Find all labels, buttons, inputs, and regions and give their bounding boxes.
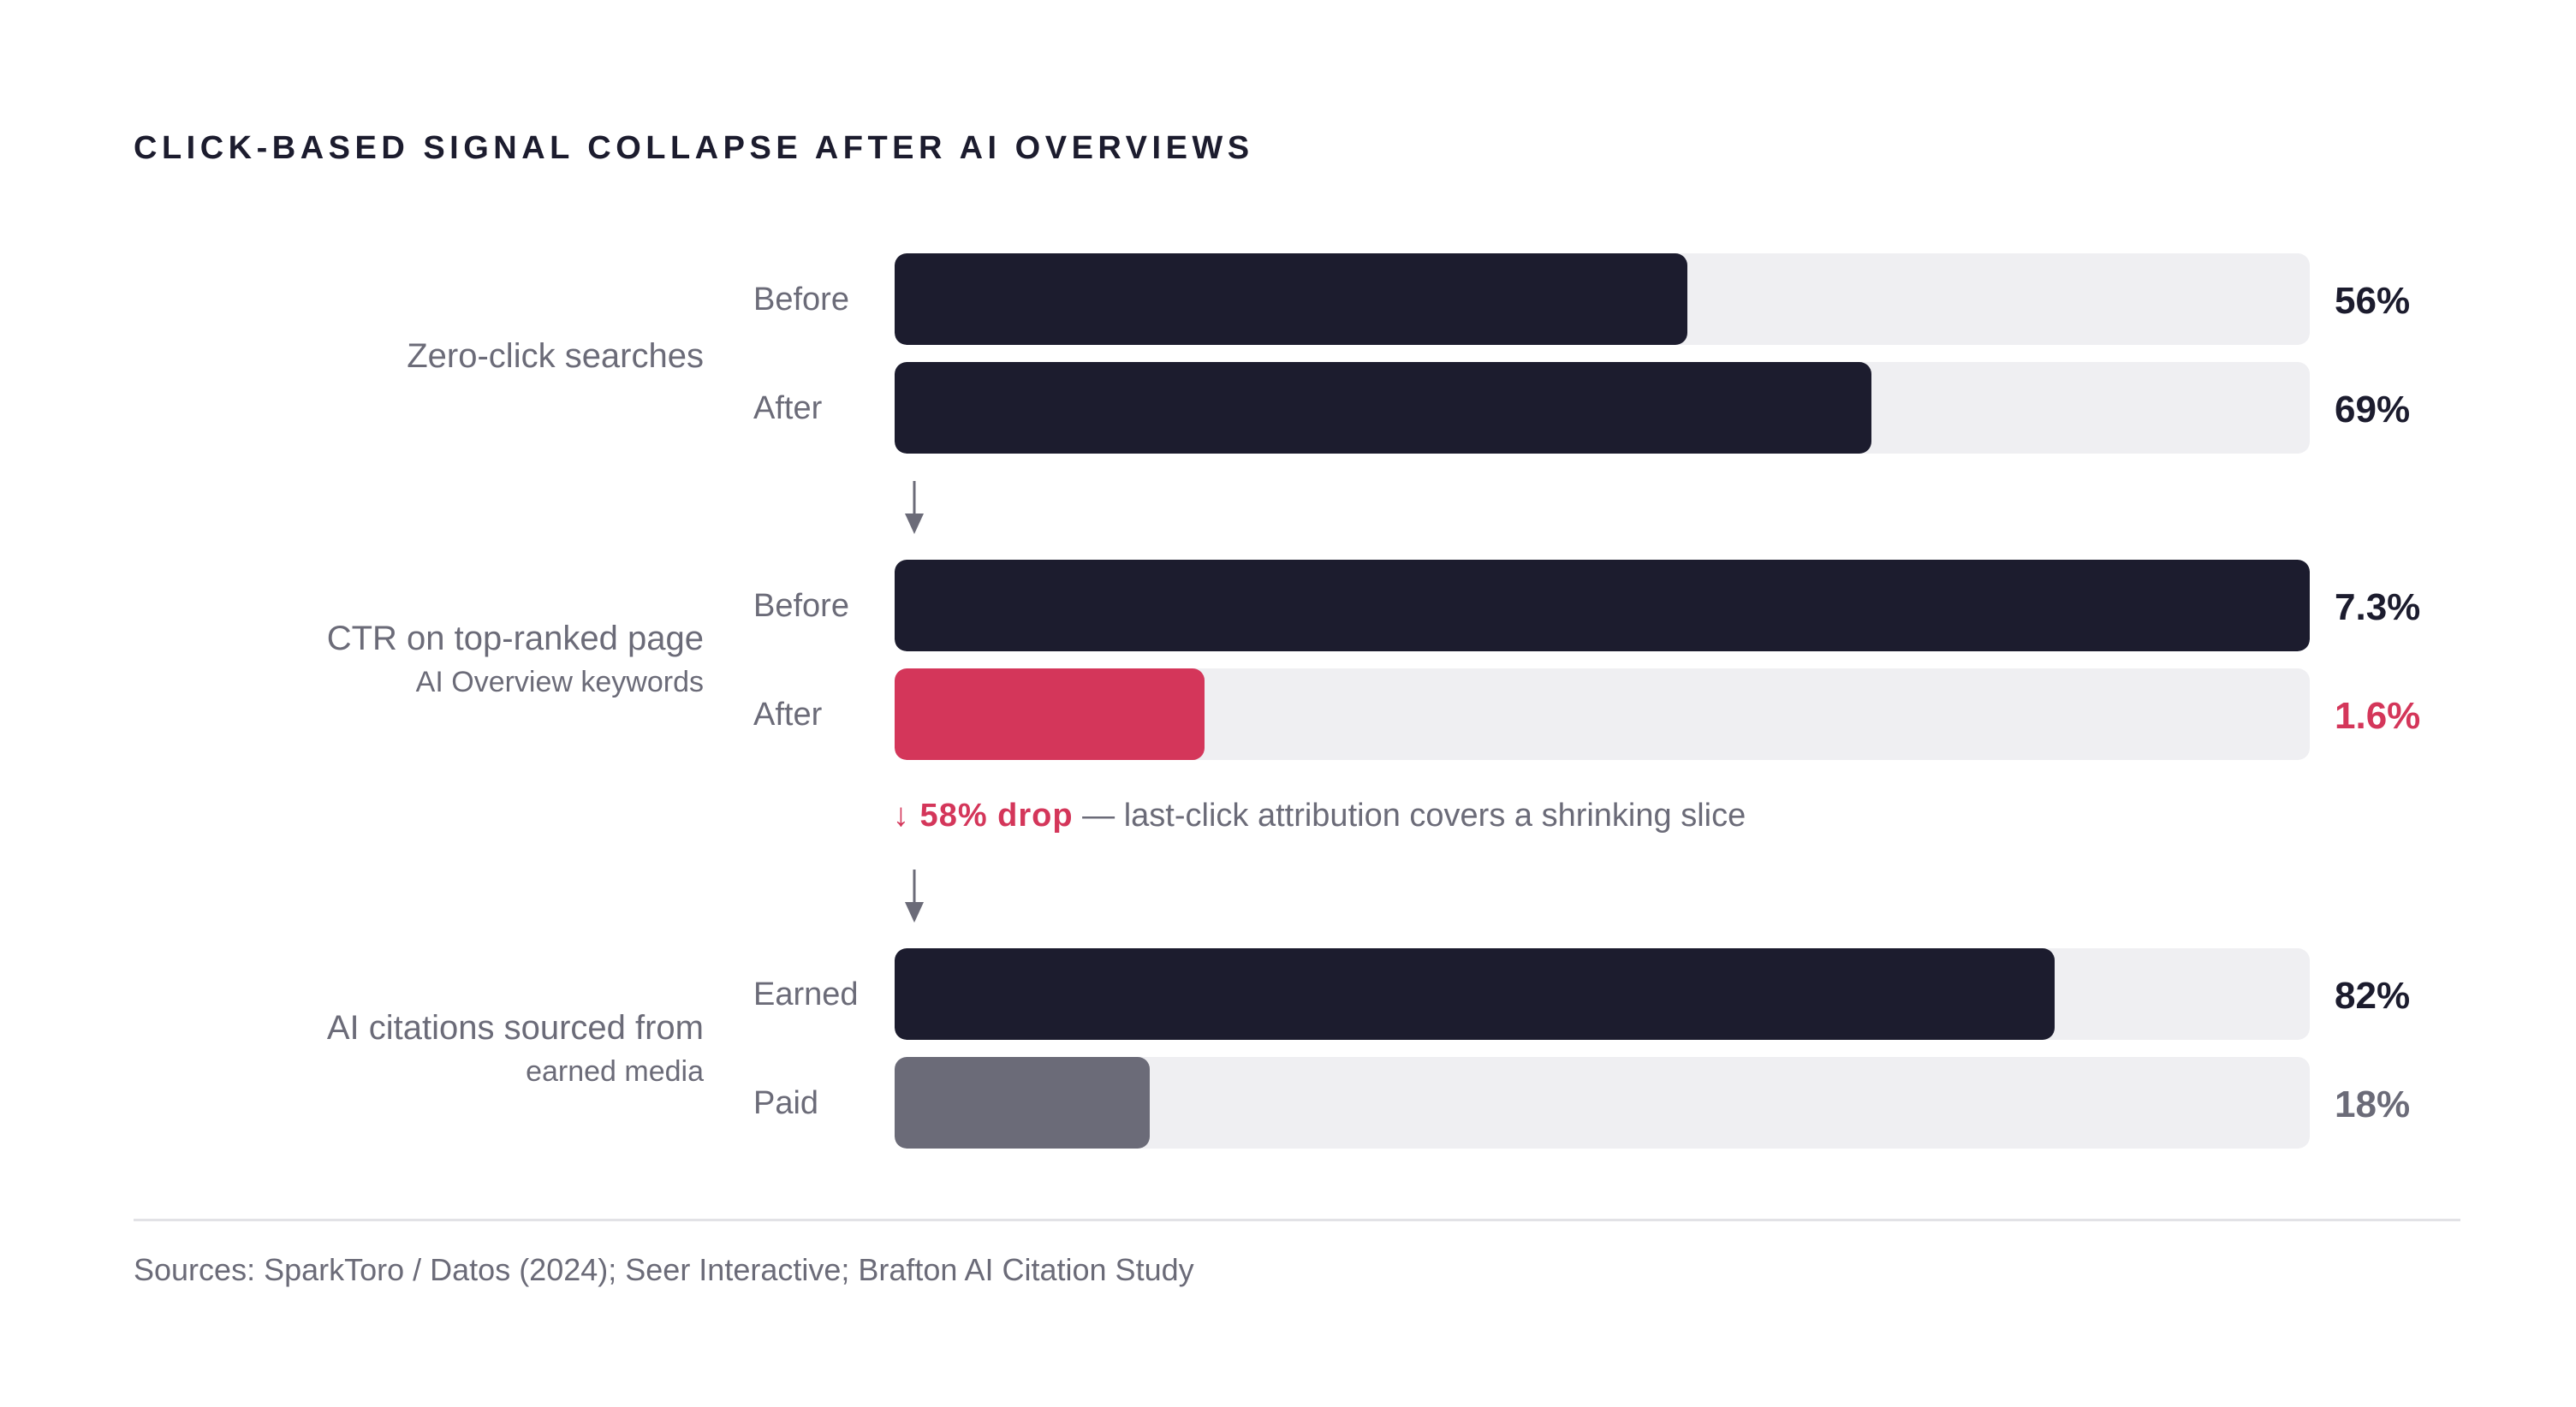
bar-citations-paid [895, 1057, 1150, 1149]
bar-label-after: After [753, 390, 823, 426]
bar-label-before: Before [753, 282, 849, 318]
group-label-zero-click: Zero-click searches [407, 335, 704, 377]
drop-annotation: ↓ 58% drop — last-click attribution cove… [893, 796, 1746, 835]
down-arrow-icon [905, 481, 924, 534]
value-label: 7.3% [2335, 586, 2421, 628]
bar-track [895, 362, 2310, 454]
bar-zero-click-after [895, 362, 1871, 454]
value-label: 18% [2335, 1083, 2411, 1125]
sources-note: Sources: SparkToro / Datos (2024); Seer … [134, 1252, 1194, 1287]
down-arrow-icon [905, 870, 924, 923]
value-label: 82% [2335, 975, 2411, 1017]
group-title: AI citations sourced from [326, 1009, 704, 1047]
group-subtitle: AI Overview keywords [415, 666, 704, 698]
group-subtitle: earned media [526, 1055, 704, 1088]
bar-track [895, 668, 2310, 760]
bar-ctr-before [895, 560, 2310, 651]
footer-divider [134, 1219, 2460, 1221]
bar-track [895, 253, 2310, 345]
bar-citations-earned [895, 948, 2055, 1040]
group-title: Zero-click searches [407, 337, 704, 375]
bar-track [895, 1057, 2310, 1149]
group-label-ctr: CTR on top-ranked page AI Overview keywo… [327, 618, 704, 700]
bar-label-before: Before [753, 588, 849, 624]
chart-title: CLICK-BASED SIGNAL COLLAPSE AFTER AI OVE… [134, 130, 1254, 166]
group-label-citations: AI citations sourced from earned media [327, 1007, 704, 1089]
group-title: CTR on top-ranked page [326, 620, 704, 657]
bar-ctr-after [895, 668, 1205, 760]
bar-track [895, 560, 2310, 651]
value-label: 56% [2335, 280, 2411, 322]
drop-annotation-text: — last-click attribution covers a shrink… [1073, 798, 1746, 834]
bar-zero-click-before [895, 253, 1687, 345]
bar-label-earned: Earned [753, 977, 859, 1012]
bar-track [895, 948, 2310, 1040]
bar-label-paid: Paid [753, 1085, 819, 1121]
drop-annotation-strong: ↓ 58% drop [893, 798, 1074, 834]
value-label: 1.6% [2335, 695, 2421, 737]
bar-label-after: After [753, 697, 823, 733]
value-label: 69% [2335, 389, 2411, 430]
